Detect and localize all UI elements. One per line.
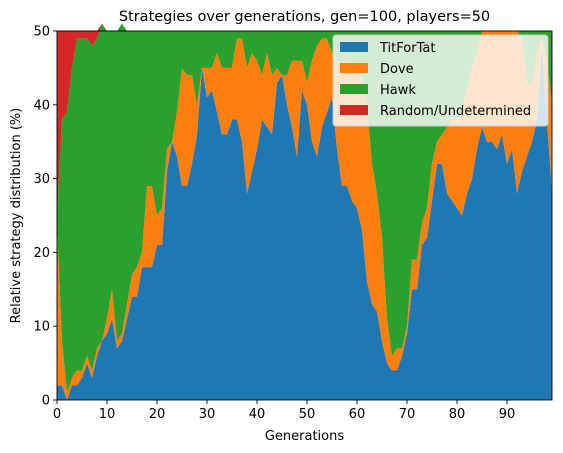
area-series-dove: [57, 31, 552, 400]
x-axis-label: Generations: [265, 429, 345, 444]
legend-swatch: [340, 84, 368, 94]
plot-frame: [56, 30, 553, 401]
legend-swatch: [340, 42, 368, 52]
x-tick-label: 20: [149, 407, 166, 422]
legend-label: Random/Undetermined: [380, 104, 531, 119]
legend-box: [332, 34, 549, 127]
x-tick-label: 80: [449, 407, 466, 422]
x-axis: 0 10 20 30 40 50 60 70 80 90: [53, 400, 515, 422]
legend-swatch: [340, 105, 368, 115]
area-series-titfortat: [57, 45, 552, 400]
y-axis-label: Relative strategy distribution (%): [9, 108, 24, 324]
y-tick-label: 10: [33, 320, 50, 335]
x-tick-label: 60: [349, 407, 366, 422]
x-tick-label: 30: [199, 407, 216, 422]
y-tick-label: 20: [33, 246, 50, 261]
y-tick-label: 30: [33, 172, 50, 187]
legend-swatch: [340, 63, 368, 73]
y-tick-label: 40: [33, 98, 50, 113]
legend-label: Hawk: [380, 83, 416, 98]
y-axis: 0 10 20 30 40 50: [33, 25, 57, 409]
x-tick-label: 10: [99, 407, 116, 422]
x-tick-label: 70: [399, 407, 416, 422]
legend-label: Dove: [380, 62, 414, 77]
x-tick-label: 0: [53, 407, 61, 422]
x-tick-label: 40: [249, 407, 266, 422]
legend: TitForTat Dove Hawk Random/Undetermined: [332, 34, 549, 127]
legend-label: TitForTat: [379, 41, 435, 56]
y-tick-label: 0: [42, 394, 50, 409]
x-tick-label: 50: [299, 407, 316, 422]
chart-title: Strategies over generations, gen=100, pl…: [119, 9, 490, 25]
x-tick-label: 90: [499, 407, 516, 422]
y-tick-label: 50: [33, 25, 50, 40]
